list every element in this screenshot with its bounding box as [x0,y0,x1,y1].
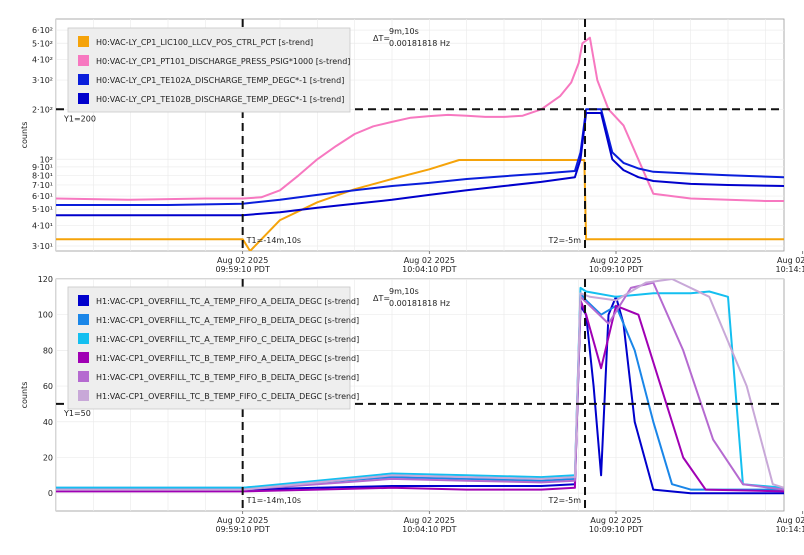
y-tick-label: 4·10¹ [32,221,53,230]
legend-box [67,27,351,113]
series-line-1 [56,295,784,495]
x-tick-date: Aug 02 2025 [217,516,268,525]
y-tick-label: 10² [40,155,53,164]
series-group [56,36,784,251]
y-cursor-label: Y1=200 [63,114,96,123]
cursor-t1-label: T1=-14m,10s [246,496,301,505]
series-line-2 [56,36,784,202]
legend-swatch [78,93,89,104]
x-tick-time: 10:04:10 PDT [402,265,456,274]
legend-entry: H1:VAC-CP1_OVERFILL_TC_A_TEMP_FIFO_B_DEL… [96,316,359,325]
x-tick-date: Aug 02 2025 [404,256,455,265]
y-tick-label: 3·10² [32,76,53,85]
y-tick-label: 2·10² [32,105,53,114]
series-line-3 [56,108,784,206]
x-tick-time: 09:59:10 PDT [215,525,269,534]
legend-swatch [78,314,89,325]
y-tick-label: 7·10¹ [32,181,53,190]
cursor-t1-label: T1=-14m,10s [246,236,301,245]
legend-entry: H1:VAC-CP1_OVERFILL_TC_B_TEMP_FIFO_A_DEL… [96,354,359,363]
legend-swatch [78,333,89,344]
x-tick-time: 10:14:10 PDT [775,525,804,534]
legend-entry: H0:VAC-LY_CP1_LIC100_LLCV_POS_CTRL_PCT [… [96,38,313,47]
series-line-4 [56,299,784,493]
cursor-t2-label: T2=-5m [548,236,582,245]
legend-entry: H1:VAC-CP1_OVERFILL_TC_A_TEMP_FIFO_C_DEL… [96,335,359,344]
y-tick-label: 100 [38,311,53,320]
y-tick-label: 80 [43,346,53,355]
series-line-3 [56,286,784,489]
legend-entry: H0:VAC-LY_CP1_TE102B_DISCHARGE_TEMP_DEGC… [96,95,344,104]
x-tick-date: Aug 02 2025 [590,256,641,265]
cursor-t2-label: T2=-5m [548,496,582,505]
x-tick-time: 10:04:10 PDT [402,525,456,534]
y-tick-label: 6·10¹ [32,192,53,201]
x-tick-date: Aug 02 2025 [777,256,804,265]
y-tick-label: 120 [38,275,53,284]
legend-swatch [78,36,89,47]
x-tick-time: 09:59:10 PDT [215,265,269,274]
delta-prefix: ΔT= [373,294,390,303]
x-tick-date: Aug 02 2025 [404,516,455,525]
legend-swatch [78,371,89,382]
y-axis-label: counts [20,122,29,149]
legend-entry: H0:VAC-LY_CP1_TE102A_DISCHARGE_TEMP_DEGC… [96,76,344,85]
y-tick-label: 0 [48,489,53,498]
x-tick-time: 10:14:10 PDT [775,265,804,274]
delta-prefix: ΔT= [373,34,390,43]
delta-freq: 0.00181818 Hz [389,39,450,48]
y-tick-label: 60 [43,382,53,391]
y-tick-label: 20 [43,453,53,462]
legend: H1:VAC-CP1_OVERFILL_TC_A_TEMP_FIFO_A_DEL… [67,286,359,410]
y-tick-label: 4·10² [32,55,53,64]
y-tick-label: 9·10¹ [32,163,53,172]
x-tick-time: 10:09:10 PDT [589,525,643,534]
grid [56,19,784,251]
y-tick-label: 3·10¹ [32,242,53,251]
legend-entry: H1:VAC-CP1_OVERFILL_TC_A_TEMP_FIFO_A_DEL… [96,297,359,306]
delta-time: 9m,10s [389,287,419,296]
legend: H0:VAC-LY_CP1_LIC100_LLCV_POS_CTRL_PCT [… [67,27,351,113]
legend-box [67,286,351,410]
legend-swatch [78,74,89,85]
series-line-4 [56,112,784,217]
legend-swatch [78,390,89,401]
x-tick-date: Aug 02 2025 [777,516,804,525]
y-axis-label: counts [20,382,29,409]
legend-swatch [78,55,89,66]
delta-time: 9m,10s [389,27,419,36]
y-tick-label: 8·10¹ [32,171,53,180]
legend-swatch [78,295,89,306]
y-tick-label: 5·10² [32,39,53,48]
series-group [56,279,784,495]
delta-freq: 0.00181818 Hz [389,299,450,308]
x-tick-date: Aug 02 2025 [217,256,268,265]
x-tick-time: 10:09:10 PDT [589,265,643,274]
y-tick-label: 40 [43,418,53,427]
legend-entry: H0:VAC-LY_CP1_PT101_DISCHARGE_PRESS_PSIG… [96,57,350,66]
legend-entry: H1:VAC-CP1_OVERFILL_TC_B_TEMP_FIFO_C_DEL… [96,392,359,401]
y-cursor-label: Y1=50 [63,409,91,418]
series-line-1 [56,159,784,251]
series-line-5 [56,281,784,491]
x-tick-date: Aug 02 2025 [590,516,641,525]
y-tick-label: 6·10² [32,26,53,35]
y-tick-label: 5·10¹ [32,205,53,214]
legend-swatch [78,352,89,363]
legend-entry: H1:VAC-CP1_OVERFILL_TC_B_TEMP_FIFO_B_DEL… [96,373,359,382]
